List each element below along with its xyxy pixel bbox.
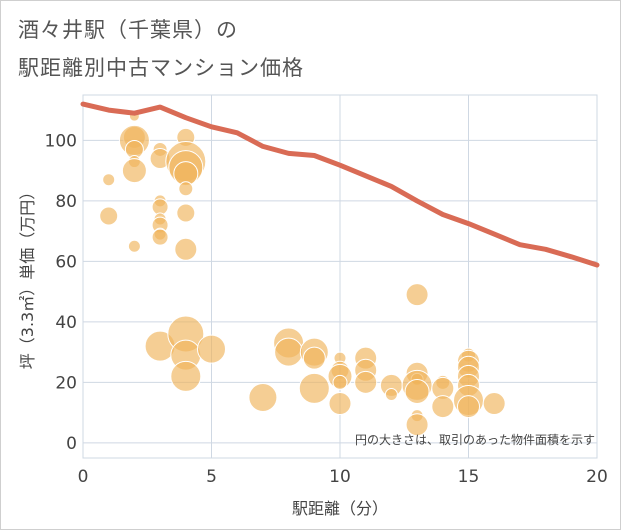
data-point bbox=[298, 372, 330, 404]
trend-line-group bbox=[80, 101, 600, 268]
data-point bbox=[197, 334, 226, 364]
data-point bbox=[384, 387, 398, 401]
chart-title-line-1: 酒々井駅（千葉県）の bbox=[18, 18, 238, 42]
data-point bbox=[332, 374, 348, 390]
data-point bbox=[405, 283, 429, 307]
bubble-series bbox=[99, 110, 506, 437]
data-point bbox=[302, 346, 326, 370]
y-tick-label: 40 bbox=[55, 313, 77, 333]
data-point bbox=[176, 203, 196, 223]
x-tick-label: 10 bbox=[329, 467, 351, 487]
y-axis-title: 坪（3.3㎡）単価（万円） bbox=[18, 184, 37, 369]
data-point bbox=[404, 378, 430, 404]
x-tick-label: 0 bbox=[78, 467, 89, 487]
x-tick-label: 15 bbox=[458, 467, 480, 487]
data-point bbox=[127, 239, 141, 253]
y-tick-label: 20 bbox=[55, 373, 77, 393]
data-point bbox=[170, 360, 202, 392]
data-point bbox=[151, 228, 169, 246]
data-point bbox=[178, 181, 194, 197]
bubble-size-note: 円の大きさは、取引のあった物件面積を示す bbox=[355, 432, 595, 447]
data-point bbox=[102, 173, 116, 187]
y-tick-label: 100 bbox=[45, 131, 77, 151]
data-point bbox=[274, 337, 304, 367]
data-point bbox=[431, 395, 455, 419]
data-point bbox=[174, 237, 198, 261]
data-point bbox=[457, 395, 480, 419]
x-axis-title: 駅距離（分） bbox=[292, 499, 388, 518]
x-tick-label: 20 bbox=[586, 467, 608, 487]
y-tick-label: 0 bbox=[66, 434, 77, 454]
data-point bbox=[328, 392, 352, 416]
data-point bbox=[99, 206, 119, 226]
y-axis-ticks: 0 20 40 60 80 100 bbox=[45, 131, 77, 454]
trend-line bbox=[80, 101, 600, 268]
x-tick-label: 5 bbox=[206, 467, 217, 487]
data-point bbox=[405, 413, 429, 437]
data-point bbox=[482, 392, 506, 416]
y-tick-label: 80 bbox=[55, 192, 77, 212]
data-point bbox=[121, 158, 147, 184]
y-tick-label: 60 bbox=[55, 252, 77, 272]
data-point bbox=[354, 370, 378, 394]
x-axis-ticks: 0 5 10 15 20 bbox=[78, 467, 608, 487]
chart-title-line-2: 駅距離別中古マンション価格 bbox=[18, 56, 304, 80]
data-point bbox=[248, 383, 278, 412]
